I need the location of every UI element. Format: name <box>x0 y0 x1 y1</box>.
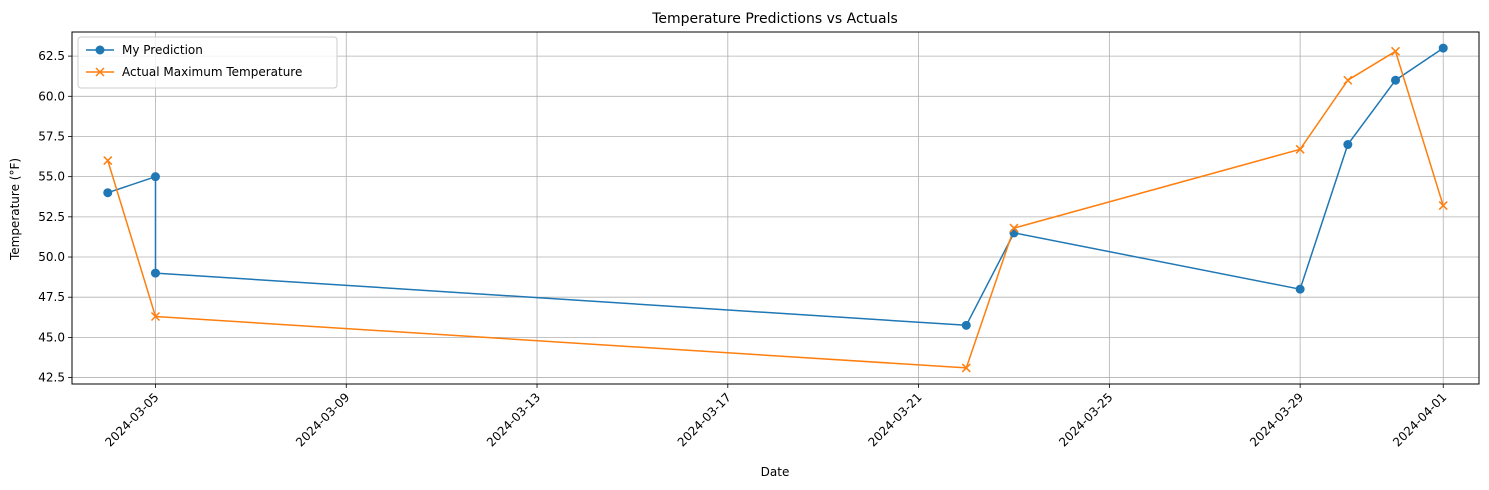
x-tick-label: 2024-03-09 <box>293 390 352 449</box>
y-tick-label: 50.0 <box>38 250 65 264</box>
x-tick-label: 2024-03-29 <box>1247 390 1306 449</box>
y-tick-label: 52.5 <box>38 210 65 224</box>
data-point-prediction <box>103 188 113 198</box>
data-point-actual <box>961 363 971 373</box>
legend-box <box>77 36 338 89</box>
legend-marker-prediction <box>95 45 105 55</box>
data-point-prediction <box>1295 284 1305 294</box>
data-point-prediction <box>961 320 971 330</box>
plot-frame <box>71 31 1480 385</box>
data-point-prediction <box>1343 140 1353 150</box>
data-point-actual <box>1009 223 1019 233</box>
x-tick-label: 2024-04-01 <box>1390 390 1449 449</box>
y-tick-label: 62.5 <box>38 49 65 63</box>
y-tick-label: 42.5 <box>38 371 65 385</box>
y-tick-label: 57.5 <box>38 129 65 143</box>
data-point-prediction <box>1391 75 1401 85</box>
legend-label-prediction: My Prediction <box>122 43 203 57</box>
data-point-actual <box>1343 75 1353 85</box>
legend-marker-actual <box>95 67 105 77</box>
y-axis-label: Temperature (°F) <box>8 158 22 261</box>
data-point-prediction <box>150 268 160 278</box>
data-point-actual <box>1391 46 1401 56</box>
series-line-actual <box>107 50 1444 369</box>
x-tick-label: 2024-03-21 <box>865 390 924 449</box>
x-tick-label: 2024-03-25 <box>1056 390 1115 449</box>
data-point-prediction <box>1009 228 1019 238</box>
y-tick-label: 47.5 <box>38 290 65 304</box>
legend-label-actual: Actual Maximum Temperature <box>122 65 302 79</box>
legend: My Prediction Actual Maximum Temperature <box>77 36 338 89</box>
x-axis-ticks: 2024-03-05 2024-03-09 2024-03-13 2024-03-17… <box>102 384 1449 449</box>
x-tick-label: 2024-03-05 <box>102 390 161 449</box>
y-tick-label: 45.0 <box>38 330 65 344</box>
chart-title: Temperature Predictions vs Actuals <box>651 11 898 27</box>
x-axis-label: Date <box>761 465 790 479</box>
x-tick-label: 2024-03-13 <box>484 390 543 449</box>
data-point-prediction <box>150 172 160 182</box>
y-tick-label: 55.0 <box>38 170 65 184</box>
grid <box>72 32 1479 384</box>
y-axis-ticks: 42.5 45.0 47.5 50.0 52.5 55.0 57.5 60.0 62.5 <box>38 49 72 385</box>
data-point-prediction <box>1438 43 1448 53</box>
data-point-actual <box>1438 201 1448 211</box>
series-markers <box>103 43 1448 373</box>
series-line-prediction <box>107 47 1444 327</box>
data-point-actual <box>1295 144 1305 154</box>
x-tick-label: 2024-03-17 <box>675 390 734 449</box>
y-tick-label: 60.0 <box>38 89 65 103</box>
data-point-actual <box>150 311 160 322</box>
data-point-actual <box>103 156 113 166</box>
